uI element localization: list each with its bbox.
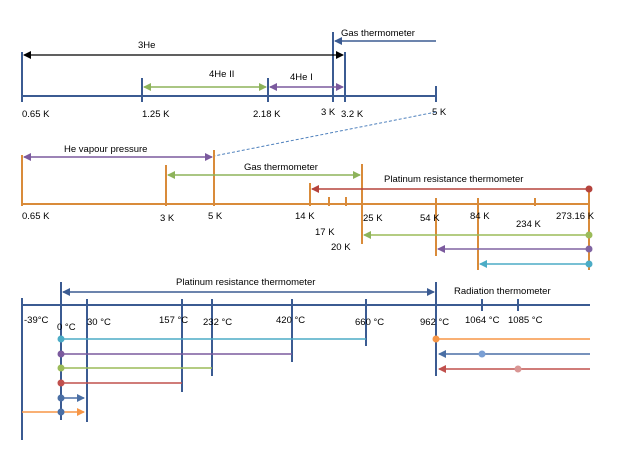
subrange-0-30C-dot — [57, 394, 65, 402]
subrange-25K-dot — [585, 231, 593, 239]
radiation-label: Radiation thermometer — [454, 286, 551, 297]
panel1-tick-label: 1.25 K — [142, 109, 170, 120]
panel3-tick-label: 157 °C — [159, 315, 188, 326]
platinum-label-2: Platinum resistance thermometer — [176, 277, 315, 288]
panel-2-low-temperature: He vapour pressure Gas thermometer Plati… — [21, 144, 595, 270]
panel2-tick-label: 20 K — [331, 242, 351, 253]
panel2-tick-label: 234 K — [516, 219, 541, 230]
panel2-tick-label: 0.65 K — [22, 211, 50, 222]
panel3-tick-label: 1064 °C — [465, 315, 500, 326]
subrange-54K-dot — [585, 245, 593, 253]
subrange-0-157C-dot — [57, 379, 65, 387]
he3-label: 3He — [138, 40, 155, 51]
panel-1-cryogenic: 3He 4He II 4He I Gas thermometer 0.65 K … — [21, 28, 447, 157]
he-vapour-label: He vapour pressure — [64, 144, 147, 155]
gas-thermometer-label-2: Gas thermometer — [244, 162, 318, 173]
panel-3-celsius: Platinum resistance thermometer Radiatio… — [21, 277, 590, 440]
subrange-neg39-30C-dot — [57, 408, 65, 416]
radiation-1085-dot — [514, 365, 522, 373]
panel3-tick-label: 962 °C — [420, 317, 449, 328]
gas-thermometer-label-1: Gas thermometer — [341, 28, 415, 39]
panel3-tick-label: 232 °C — [203, 317, 232, 328]
subrange-84K-dot — [585, 260, 593, 268]
panel1-tick-label: 3 K — [321, 107, 336, 118]
panel2-tick-label: 14 K — [295, 211, 315, 222]
subrange-0-660C-dot — [57, 335, 65, 343]
panel3-tick-label: 30 °C — [87, 317, 111, 328]
platinum-endpoint-dot — [585, 185, 593, 193]
panel2-tick-label: 25 K — [363, 213, 383, 224]
subrange-0-420C-dot — [57, 350, 65, 358]
platinum-label-1: Platinum resistance thermometer — [384, 174, 523, 185]
panel3-tick-label: -39°C — [24, 315, 49, 326]
zoom-connector-line — [213, 111, 437, 157]
he4-i-label: 4He I — [290, 72, 313, 83]
panel2-tick-label: 84 K — [470, 211, 490, 222]
panel2-tick-label: 17 K — [315, 227, 335, 238]
panel3-tick-label: 660 °C — [355, 317, 384, 328]
panel3-tick-label: 0 °C — [57, 322, 76, 333]
panel2-tick-label: 5 K — [208, 211, 223, 222]
subrange-0-232C-dot — [57, 364, 65, 372]
radiation-1064-dot — [478, 350, 486, 358]
panel2-tick-label: 3 K — [160, 213, 175, 224]
panel2-tick-label: 54 K — [420, 213, 440, 224]
panel2-tick-label: 273.16 K — [556, 211, 595, 222]
panel1-tick-label: 0.65 K — [22, 109, 50, 120]
panel3-tick-label: 420 °C — [276, 315, 305, 326]
panel1-tick-label: 2.18 K — [253, 109, 281, 120]
panel3-tick-label: 1085 °C — [508, 315, 543, 326]
panel1-tick-label: 5 K — [432, 107, 447, 118]
radiation-962-dot — [432, 335, 440, 343]
he4-ii-label: 4He II — [209, 69, 234, 80]
panel1-tick-label: 3.2 K — [341, 109, 364, 120]
